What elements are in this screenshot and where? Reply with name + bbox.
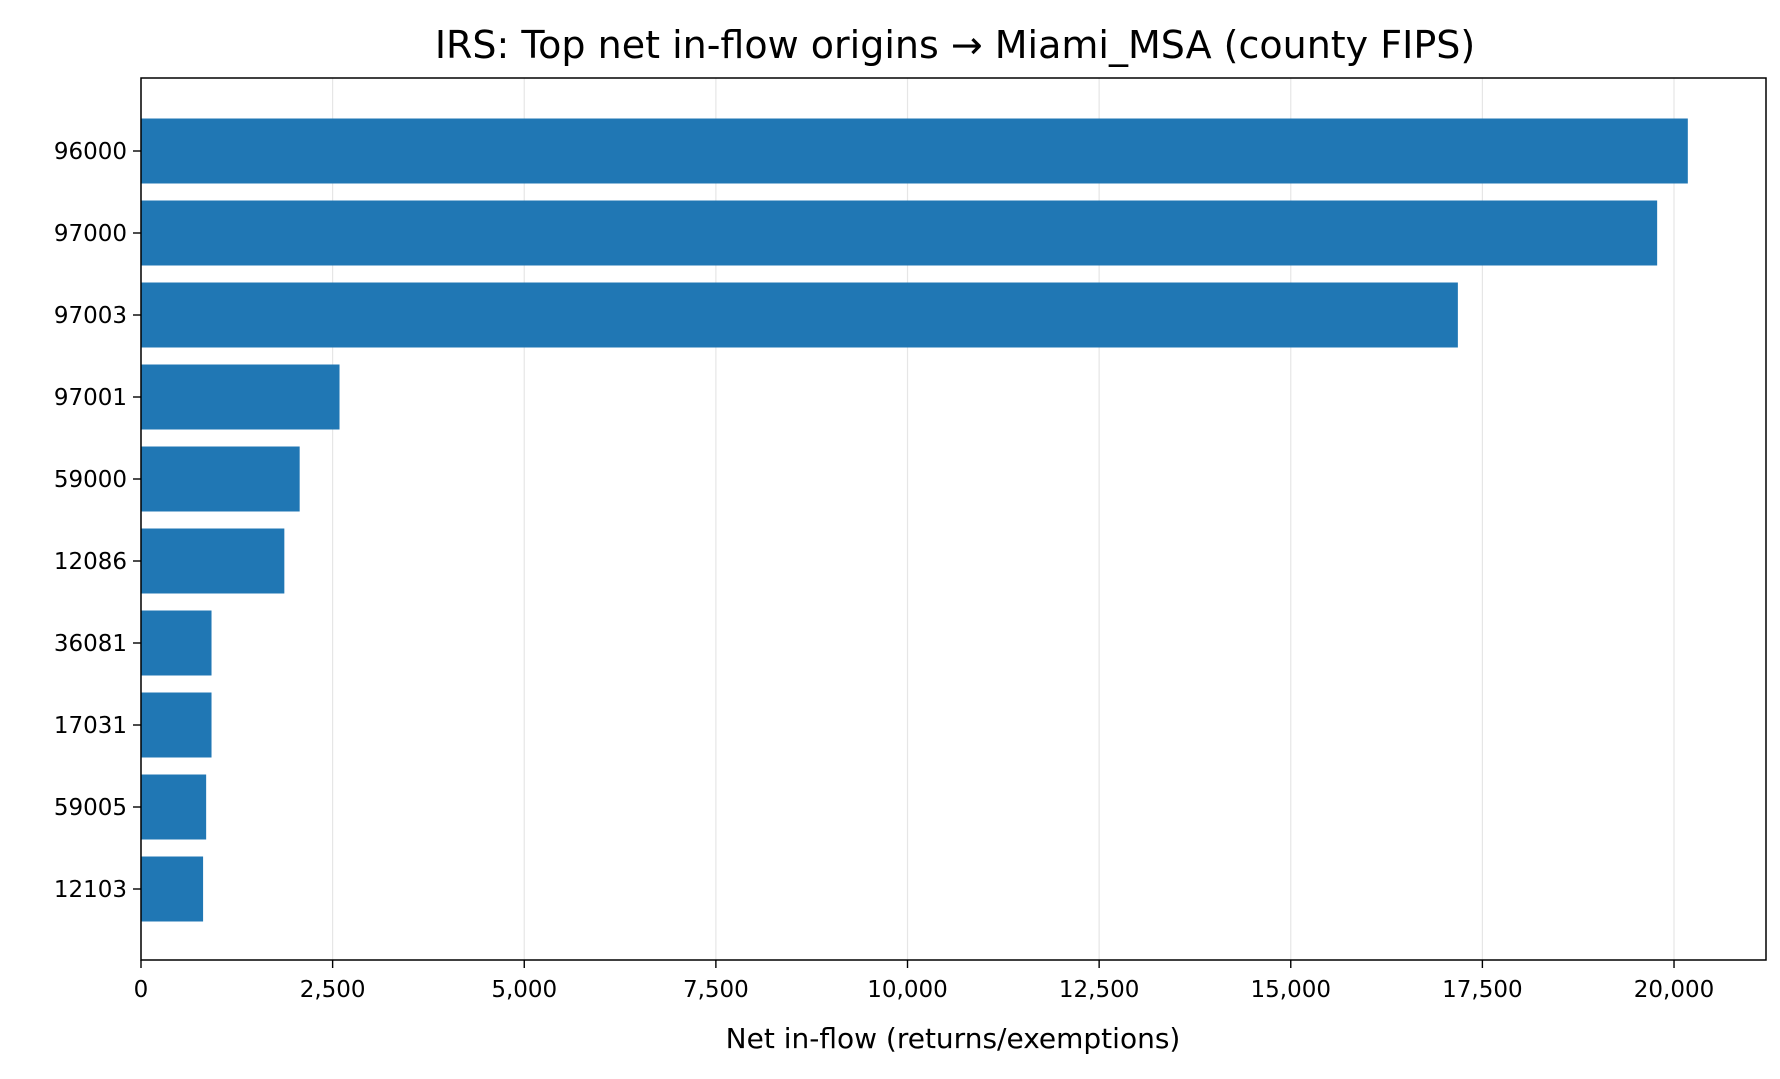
y-axis-ticks: 96000 97000 97003 97001 59000 12086 36081 17031… [54, 139, 141, 903]
x-axis-ticks: 0 2,500 5,000 7,500 10,000 12,500 15,000 17,500… [134, 960, 1714, 1003]
bars [141, 118, 1688, 922]
x-tick-label: 10,000 [867, 977, 947, 1003]
bar-59005 [141, 774, 207, 840]
x-axis-label: Net in-flow (returns/exemptions) [726, 1022, 1181, 1055]
y-tick-label: 97001 [54, 385, 127, 411]
y-tick-label: 59005 [54, 795, 127, 821]
y-tick-label: 97003 [54, 303, 127, 329]
x-tick-label: 5,000 [491, 977, 557, 1003]
y-tick-label: 59000 [54, 467, 127, 493]
x-tick-label: 20,000 [1634, 977, 1714, 1003]
bar-97001 [141, 364, 340, 430]
chart-title: IRS: Top net in-flow origins → Miami_MSA… [435, 23, 1475, 67]
y-tick-label: 17031 [54, 713, 127, 739]
plot-frame [140, 77, 1767, 961]
bar-12103 [141, 856, 204, 922]
x-tick-label: 0 [134, 977, 149, 1003]
y-tick-label: 12103 [54, 877, 127, 903]
bar-36081 [141, 610, 212, 676]
y-tick-label: 97000 [54, 221, 127, 247]
y-tick-label: 12086 [54, 549, 127, 575]
bar-12086 [141, 528, 285, 594]
x-tick-label: 7,500 [683, 977, 749, 1003]
bar-97003 [141, 282, 1458, 348]
bar-17031 [141, 692, 212, 758]
x-tick-label: 17,500 [1442, 977, 1522, 1003]
x-tick-label: 15,000 [1251, 977, 1331, 1003]
bar-97000 [141, 200, 1658, 266]
x-tick-label: 2,500 [300, 977, 366, 1003]
bar-59000 [141, 446, 300, 512]
y-tick-label: 96000 [54, 139, 127, 165]
y-tick-label: 36081 [54, 631, 127, 657]
x-tick-label: 12,500 [1059, 977, 1139, 1003]
bar-96000 [141, 118, 1688, 184]
